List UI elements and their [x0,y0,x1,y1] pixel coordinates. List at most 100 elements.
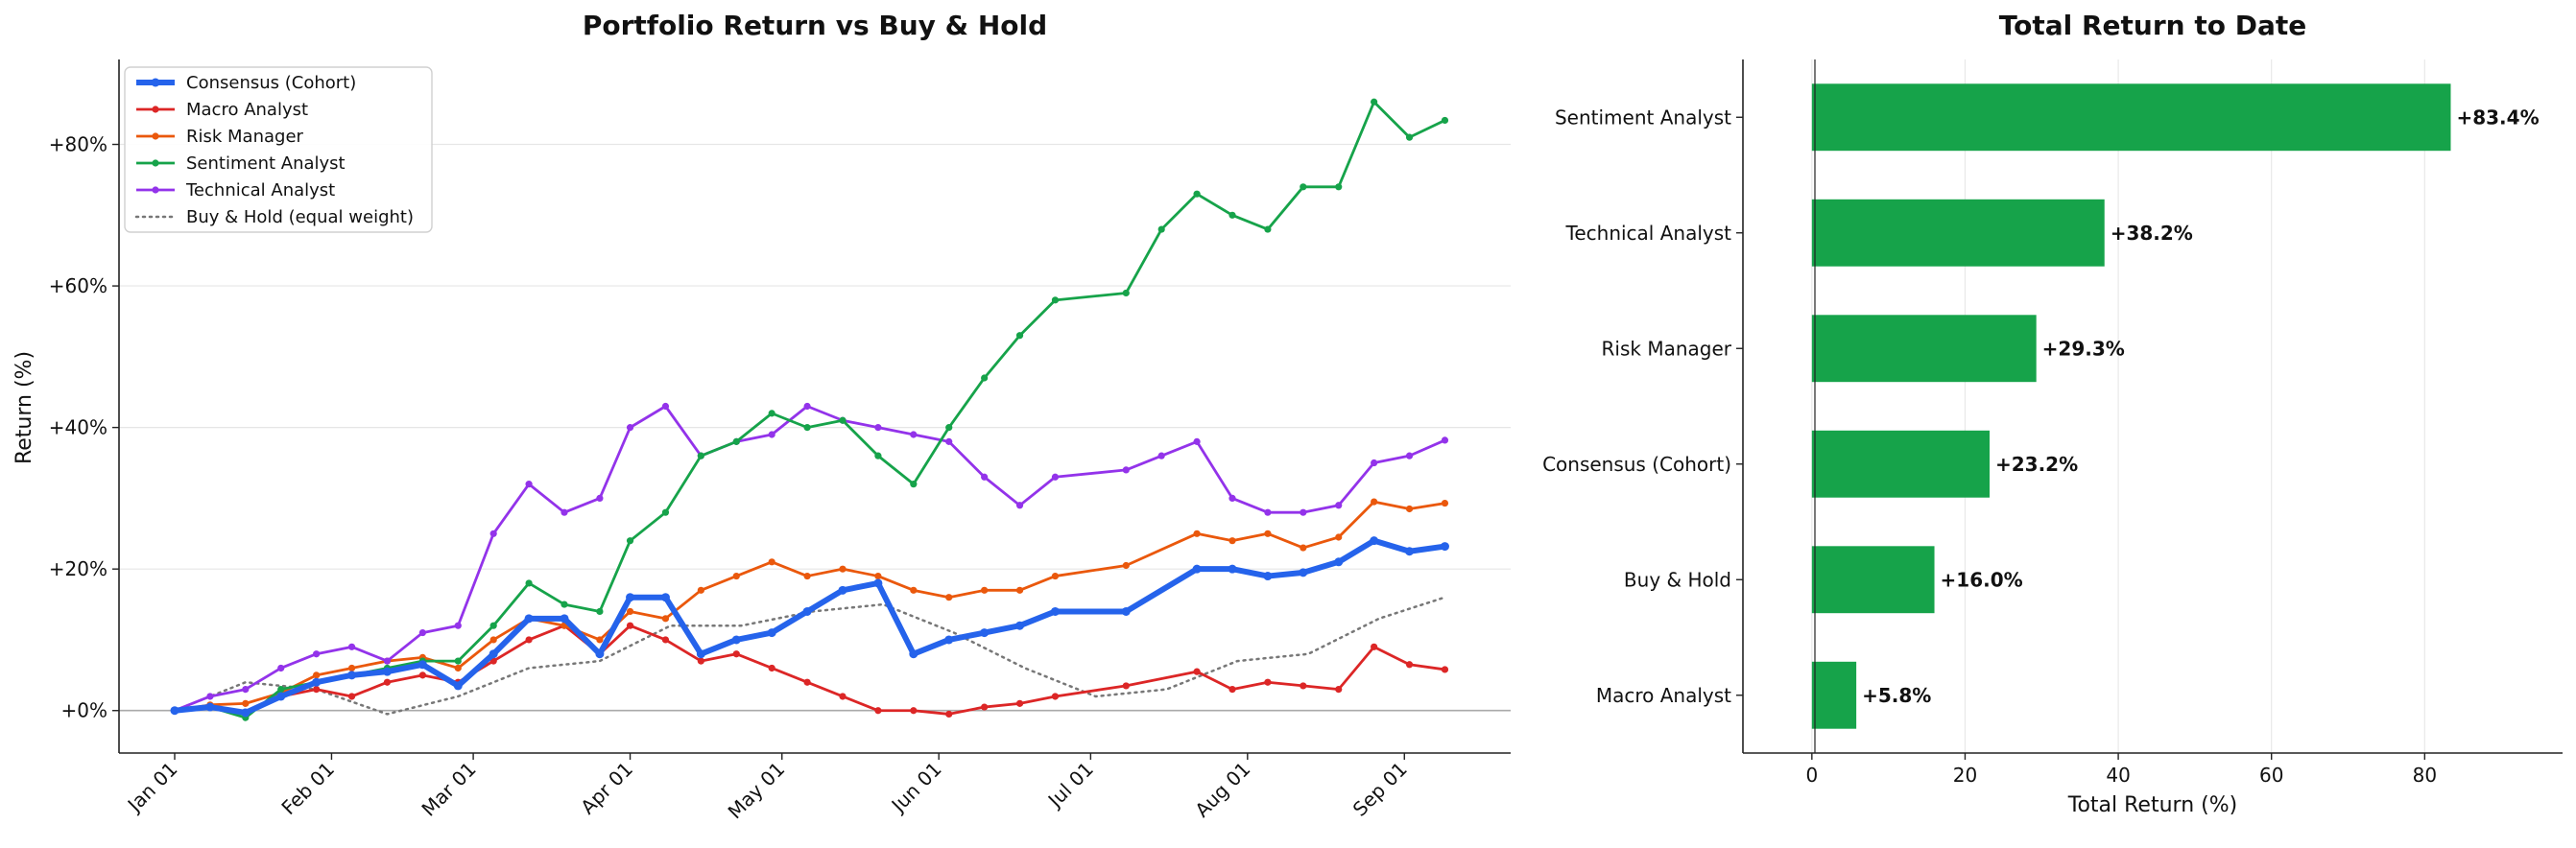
data-point [803,678,811,686]
x-tick-label: Sep 01 [1348,758,1412,821]
legend-marker [152,106,159,113]
data-point [874,572,882,580]
data-point [803,402,811,411]
legend-label: Consensus (Cohort) [186,73,356,93]
data-point [313,671,321,679]
data-point [1371,98,1378,106]
x-tick-label: 0 [1805,764,1818,787]
data-point [873,578,883,588]
data-point [1405,452,1414,459]
data-point [874,424,882,432]
data-point [454,622,462,629]
data-point [525,636,533,644]
data-point [347,693,356,700]
value-label: +83.4% [2456,106,2539,129]
bar-consensus-cohort: Consensus (Cohort) +23.2% [1542,430,2078,498]
value-label: +29.3% [2042,337,2125,360]
series-line [174,537,1445,716]
data-point [802,606,812,616]
line-chart-title: Portfolio Return vs Buy & Hold [583,10,1047,41]
data-point [1264,530,1272,537]
data-point [1193,437,1201,445]
data-point [1441,499,1449,507]
data-point [874,707,882,715]
data-point [1122,466,1130,474]
line-chart-legend: Consensus (Cohort) Macro Analyst Risk Mana… [124,66,433,233]
data-point [1299,568,1308,577]
x-tick-label: Mar 01 [417,758,480,821]
data-point [839,565,847,573]
data-point [417,660,427,670]
data-point [626,593,635,602]
data-point [418,628,426,637]
data-point [696,649,705,659]
data-point [1051,473,1060,481]
x-tick-label: Jan 01 [122,758,182,818]
data-point [313,686,321,694]
x-tick-label: Apr 01 [576,758,637,819]
data-point [561,508,568,516]
data-point [242,686,250,694]
data-point [697,657,704,665]
series-sentiment-analyst [171,98,1449,721]
data-point [1441,436,1449,444]
data-point [1015,332,1024,340]
bar [1811,199,2105,267]
data-point [596,636,604,644]
data-point [524,614,534,624]
data-point [839,693,847,700]
x-tick-label: Feb 01 [276,758,339,820]
data-point [347,643,356,650]
series-macro-analyst [171,622,1449,718]
data-point [1193,530,1201,537]
data-point [661,636,670,644]
data-point [1405,133,1414,141]
category-label: Sentiment Analyst [1555,106,1731,129]
data-point [910,481,918,488]
bar-chart-grid [1811,59,2425,753]
data-point [596,607,604,616]
data-point [1193,190,1201,198]
data-point [347,671,357,680]
data-point [732,437,740,445]
data-point [732,572,740,580]
data-point [1050,606,1060,616]
data-point [1440,542,1449,552]
x-tick-label: 80 [2413,764,2437,787]
x-tick-label: 60 [2259,764,2283,787]
data-point [768,431,775,438]
y-tick-label: +60% [49,274,107,297]
data-point [525,579,533,587]
legend-box [124,66,433,233]
data-point [347,664,356,672]
data-point [1335,686,1343,694]
legend-label: Sentiment Analyst [186,153,346,174]
data-point [1228,211,1236,219]
line-chart-x-ticks: Jan 01 Feb 01 Mar 01 Apr 01 May 01 Jun 01 Jul … [122,753,1412,823]
data-point [731,635,741,645]
data-point [626,622,634,629]
data-point [697,452,704,459]
line-chart-ylabel: Return (%) [12,351,36,464]
data-point [1335,502,1343,509]
data-point [1157,225,1165,233]
data-point [945,424,953,432]
data-point [1405,505,1414,513]
data-point [489,649,498,659]
data-point [981,473,989,481]
data-point [981,374,989,382]
bar-chart-bars: Sentiment Analyst +83.4% Technical Analyst… [1542,83,2540,729]
data-point [1300,183,1307,191]
data-point [489,530,497,537]
legend-marker [152,159,159,167]
data-point [1300,544,1307,552]
data-point [242,699,250,707]
data-point [910,586,918,594]
data-point [1157,452,1165,459]
data-point [1122,561,1130,570]
data-point [980,628,990,638]
data-point [1015,621,1025,630]
data-point [454,664,462,672]
legend-marker [152,132,159,140]
